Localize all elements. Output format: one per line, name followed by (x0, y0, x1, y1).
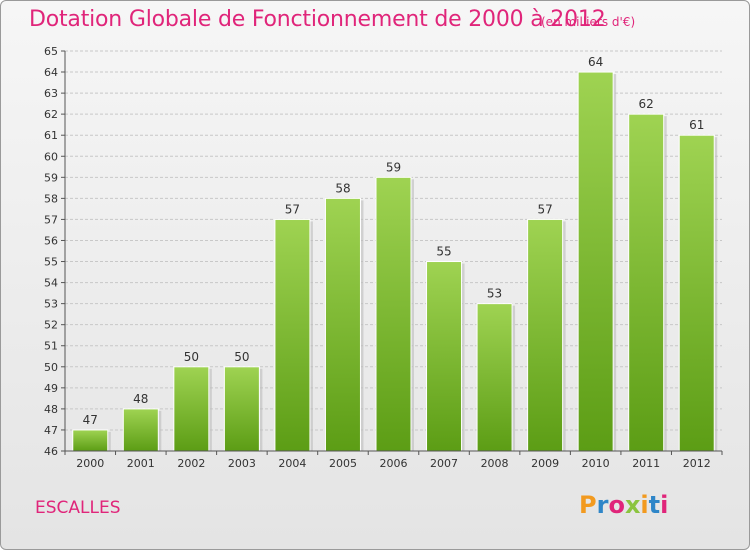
bar (223, 366, 260, 452)
data-label: 64 (588, 55, 603, 69)
bars (72, 71, 718, 452)
y-tick-label: 52 (44, 319, 58, 332)
data-label: 47 (83, 413, 98, 427)
data-label: 53 (487, 287, 502, 301)
x-tick-label: 2009 (531, 457, 559, 470)
data-label: 57 (285, 202, 300, 216)
y-tick-label: 60 (44, 150, 58, 163)
data-label: 57 (537, 202, 552, 216)
x-tick-label: 2006 (380, 457, 408, 470)
y-tick-label: 46 (44, 445, 58, 458)
y-tick-label: 63 (44, 87, 58, 100)
y-tick-label: 49 (44, 382, 58, 395)
x-tick-label: 2003 (228, 457, 256, 470)
data-label: 48 (133, 392, 148, 406)
x-tick-label: 2012 (683, 457, 711, 470)
bar (628, 113, 665, 452)
y-tick-label: 51 (44, 340, 58, 353)
bar (122, 408, 159, 452)
bar (173, 366, 210, 452)
y-tick-label: 54 (44, 277, 58, 290)
x-tick-label: 2004 (278, 457, 306, 470)
x-tick-label: 2001 (127, 457, 155, 470)
data-label: 50 (234, 350, 249, 364)
y-tick-label: 64 (44, 66, 58, 79)
y-tick-label: 47 (44, 424, 58, 437)
bar (324, 197, 361, 452)
y-tick-label: 48 (44, 403, 58, 416)
data-label: 55 (436, 245, 451, 259)
axes (61, 50, 723, 455)
x-tick-label: 2002 (177, 457, 205, 470)
bar (375, 176, 412, 452)
x-tick-label: 2010 (582, 457, 610, 470)
y-tick-label: 56 (44, 234, 58, 247)
y-tick-label: 62 (44, 108, 58, 121)
x-tick-label: 2000 (76, 457, 104, 470)
proxiti-logo: Proxiti (579, 491, 669, 519)
bar (274, 218, 311, 452)
x-tick-label: 2008 (481, 457, 509, 470)
bar (577, 71, 614, 452)
y-tick-label: 55 (44, 256, 58, 269)
bar (527, 218, 564, 452)
y-tick-label: 57 (44, 213, 58, 226)
chart-title: Dotation Globale de Fonctionnement de 20… (29, 7, 606, 32)
data-label: 62 (639, 97, 654, 111)
bar (678, 134, 715, 452)
y-tick-label: 50 (44, 361, 58, 374)
data-label: 61 (689, 118, 704, 132)
y-tick-label: 65 (44, 45, 58, 58)
bar (476, 303, 513, 452)
y-tick-label: 58 (44, 192, 58, 205)
labels: 46 47 48 49 50 51 52 53 54 55 56 57 58 59 60 61 62 63 64 65… (44, 45, 711, 470)
unit-note: (en milliers d'€) (541, 15, 636, 29)
y-tick-label: 59 (44, 171, 58, 184)
bar (426, 261, 463, 452)
data-label: 58 (335, 181, 350, 195)
x-tick-label: 2011 (632, 457, 660, 470)
bar (72, 429, 109, 452)
x-tick-label: 2005 (329, 457, 357, 470)
y-tick-label: 61 (44, 129, 58, 142)
data-label: 50 (184, 350, 199, 364)
x-tick-label: 2007 (430, 457, 458, 470)
y-tick-label: 53 (44, 298, 58, 311)
data-label: 59 (386, 160, 401, 174)
commune-name: ESCALLES (35, 498, 121, 518)
